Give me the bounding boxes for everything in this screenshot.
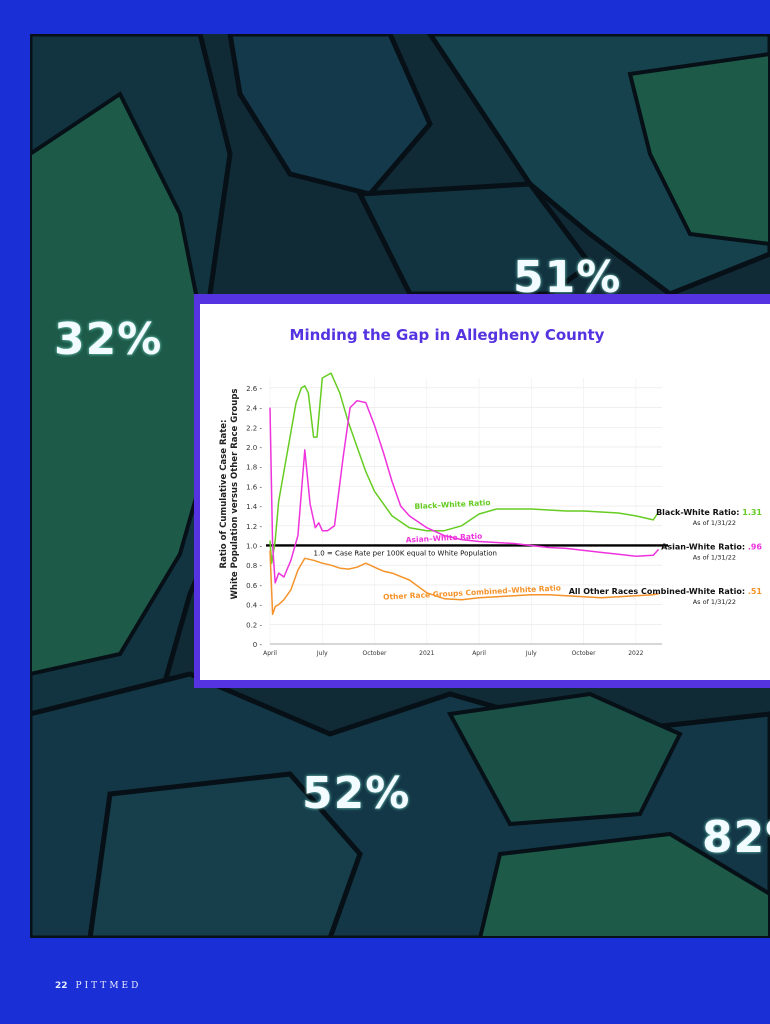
y-tick-label: 0 - (253, 641, 263, 649)
chart-title: Minding the Gap in Allegheny County (290, 326, 605, 344)
x-tick-label: April (263, 650, 277, 657)
series-inline-label: Black–White Ratio (414, 498, 491, 511)
series-as-of-label: As of 1/31/22 (693, 598, 736, 606)
series-end-label: Asian-White Ratio: .96 (661, 542, 762, 551)
x-tick-label: 2021 (419, 650, 434, 657)
series-end-label: All Other Races Combined-White Ratio: .5… (569, 587, 763, 596)
series-as-of-label: As of 1/31/22 (693, 519, 736, 527)
y-tick-label: 0.4 - (246, 602, 262, 610)
chart-frame: Minding the Gap in Allegheny County Rati… (194, 294, 770, 688)
map-label-52: 52% (302, 768, 411, 819)
y-tick-label: 2.0 - (246, 444, 262, 452)
y-tick-label: 1.0 - (246, 542, 262, 550)
y-tick-label: 1.6 - (246, 483, 262, 491)
series-line (269, 550, 659, 616)
y-tick-label: 2.4 - (246, 405, 262, 413)
x-tick-label: July (525, 650, 537, 657)
y-tick-label: 2.6 - (246, 385, 262, 393)
series-inline-label: Asian–White Ratio (406, 532, 483, 545)
y-tick-label: 1.8 - (246, 464, 262, 472)
grid-layer (269, 378, 662, 645)
x-tick-label: October (572, 650, 597, 657)
series-line (269, 372, 660, 564)
series-end-value: .96 (748, 542, 763, 551)
series-end-label: Black-White Ratio: 1.31 (656, 508, 762, 517)
chart-card: Minding the Gap in Allegheny County Rati… (200, 304, 770, 680)
y-axis-label-line1: Ratio of Cumulative Case Rate: (219, 420, 229, 569)
series-layer (269, 372, 660, 616)
page-footer: 22 PITTMED (55, 981, 141, 991)
y-tick-label: 1.2 - (246, 523, 262, 531)
page-number: 22 (55, 981, 68, 991)
series-end-label-text: Black-White Ratio: (656, 508, 742, 517)
reference-line-label: 1.0 = Case Rate per 100K equal to White … (314, 549, 497, 557)
series-end-value: .51 (748, 587, 763, 596)
y-tick-label: 0.8 - (246, 562, 262, 570)
series-line (269, 399, 660, 584)
axis-layer: 0 - 0.2 - 0.4 - 0.6 - 0.8 - 1.0 - 1.2 - 1.4 - 1.… (246, 385, 662, 657)
y-tick-label: 0.6 - (246, 582, 262, 590)
x-tick-label: October (363, 650, 388, 657)
map-label-32: 32% (54, 314, 163, 365)
y-axis-label-line2: White Population versus Other Race Group… (230, 389, 240, 600)
x-tick-label: April (472, 650, 486, 657)
map-regions (30, 34, 770, 938)
chart-svg: Minding the Gap in Allegheny County Rati… (219, 326, 763, 657)
y-tick-label: 0.2 - (246, 621, 262, 629)
series-end-value: 1.31 (742, 508, 762, 517)
reference-layer: 1.0 = Case Rate per 100K equal to White … (266, 544, 668, 557)
y-tick-label: 1.4 - (246, 503, 262, 511)
x-tick-label: July (316, 650, 328, 657)
publication-name: PITTMED (75, 981, 142, 991)
series-as-of-label: As of 1/31/22 (693, 553, 736, 561)
series-end-label-text: Asian-White Ratio: (661, 542, 748, 551)
x-tick-label: 2022 (628, 650, 643, 657)
series-end-label-text: All Other Races Combined-White Ratio: (569, 587, 748, 596)
map-label-82: 82% (702, 812, 770, 863)
y-tick-label: 2.2 - (246, 424, 262, 432)
